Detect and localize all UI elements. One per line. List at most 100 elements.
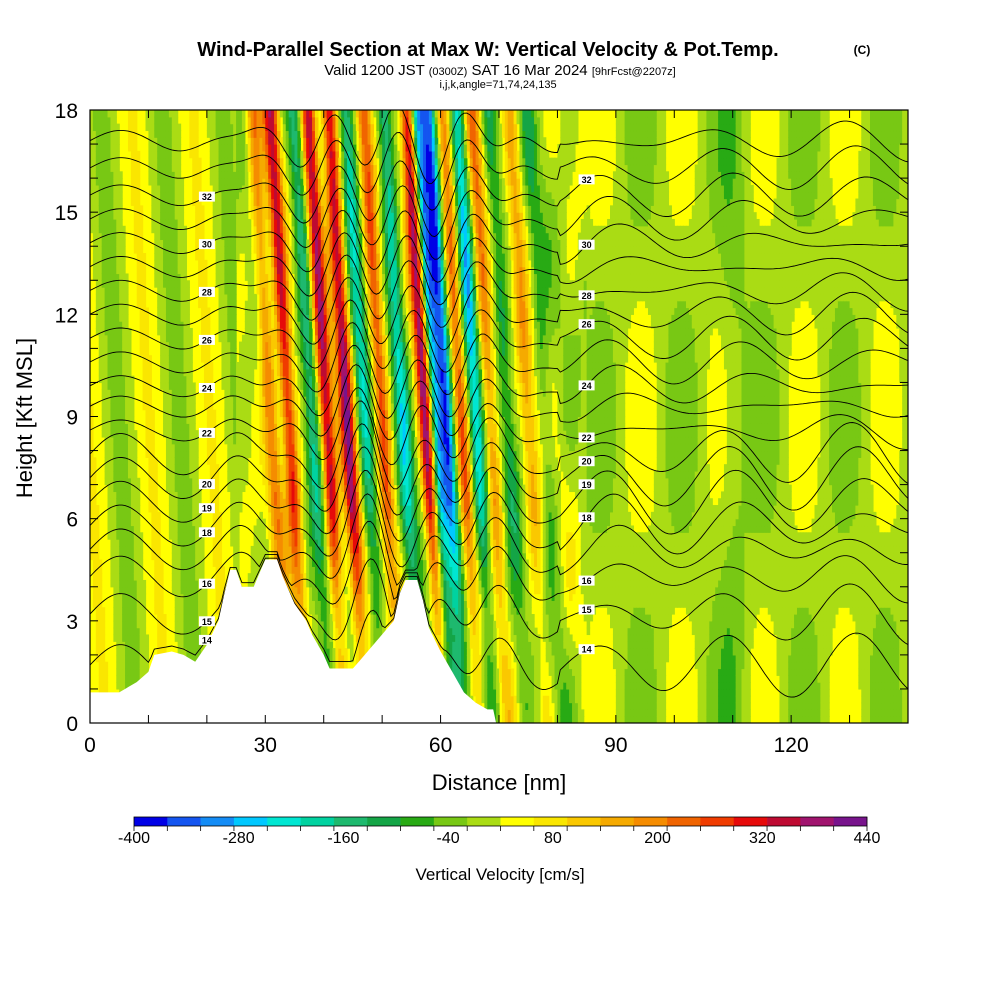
contour-label: 22 (582, 433, 592, 443)
contour-label-bg (198, 616, 215, 627)
x-tick-label: 30 (254, 734, 277, 757)
colorbar-label: 80 (544, 830, 562, 847)
subtitle-utc: (0300Z) (429, 66, 468, 78)
x-tick-label: 90 (604, 734, 627, 757)
colorbar-swatch (600, 817, 635, 826)
contour-label-bg (198, 383, 215, 393)
contour-label-bg (578, 644, 595, 655)
contour-label-bg (198, 239, 215, 250)
contour-label: 32 (582, 175, 592, 185)
theta-contour-line (90, 132, 908, 211)
theta-contour-line (90, 557, 908, 645)
colorbar-label: -40 (437, 830, 460, 847)
theta-contour-line (90, 232, 908, 306)
colorbar-swatch (300, 817, 335, 826)
colorbar-swatch (567, 817, 601, 826)
contour-label-bg (578, 575, 595, 586)
contour-label-bg (578, 456, 595, 467)
colorbar-swatch (167, 817, 201, 826)
theta-contour-line (90, 345, 908, 419)
colorbar: -400 -280 -160 -40 80 200 320 440 (118, 816, 881, 847)
contour-label: 20 (582, 457, 592, 467)
theta-contour-line (90, 277, 908, 351)
colorbar-label: 440 (854, 830, 881, 847)
contour-label: 22 (202, 428, 212, 438)
colorbar-swatch (733, 817, 768, 826)
contour-label-bg (578, 380, 595, 391)
y-tick-label: 0 (66, 713, 78, 736)
theta-contour-line (90, 110, 908, 184)
contour-label-bg (198, 527, 215, 538)
colorbar-swatch (700, 817, 735, 826)
terrain (90, 559, 497, 723)
contour-label: 19 (202, 504, 212, 514)
contour-label-bg (578, 290, 595, 301)
theta-contour-line (90, 387, 908, 466)
contour-label-bg (578, 512, 595, 523)
colorbar-swatch (633, 817, 668, 826)
colorbar-swatch (233, 817, 268, 826)
subtitle-valid: Valid 1200 JST (324, 62, 424, 79)
y-tick-label: 9 (66, 407, 78, 430)
contour-label: 30 (582, 240, 592, 250)
theta-contour-line (90, 185, 908, 260)
contour-label-bg (198, 427, 215, 438)
contour-label: 24 (202, 384, 212, 394)
contour-label: 14 (582, 645, 592, 655)
contour-label-bg (198, 334, 215, 345)
colorbar-swatch (800, 817, 834, 826)
colorbar-swatch (267, 817, 301, 826)
contour-label: 32 (202, 192, 212, 202)
contour-label: 18 (582, 513, 592, 523)
contour-label: 19 (582, 480, 592, 490)
colorbar-swatch (667, 817, 701, 826)
terrain-shape (90, 559, 497, 723)
contour-label-bg (578, 432, 595, 443)
contour-label-bg (198, 578, 215, 589)
theta-contour-line (90, 160, 908, 238)
contour-label: 30 (202, 240, 212, 250)
colorbar-label: 320 (749, 830, 776, 847)
contour-label: 26 (582, 320, 592, 330)
chart-title-mark: (C) (854, 43, 871, 57)
subtitle-date: SAT 16 Mar 2024 (471, 62, 587, 79)
contour-label: 15 (582, 605, 592, 615)
colorbar-swatch (533, 817, 568, 826)
x-tick-label: 60 (429, 734, 452, 757)
colorbar-label: -400 (118, 830, 150, 847)
contour-label-bg (578, 174, 595, 185)
contour-label: 16 (202, 579, 212, 589)
contour-label-bg (198, 191, 215, 202)
contour-label: 28 (582, 291, 592, 301)
contour-label-bg (198, 479, 215, 490)
colorbar-label: -280 (223, 830, 255, 847)
contour-label-bg (578, 604, 595, 615)
colorbar-swatch (367, 817, 401, 826)
y-axis-label: Height [Kft MSL] (12, 338, 37, 498)
colorbar-label: 200 (644, 830, 671, 847)
x-tick-label: 0 (84, 734, 96, 757)
contour-label: 16 (582, 576, 592, 586)
theta-contour-line (90, 446, 908, 542)
contour-label: 26 (202, 335, 212, 345)
contour-label-bg (198, 286, 215, 297)
colorbar-label: -160 (327, 830, 359, 847)
contour-label: 18 (202, 528, 212, 538)
theta-contour-line (90, 322, 908, 395)
chart-subtitle: Valid 1200 JST (0300Z) SAT 16 Mar 2024 [… (324, 62, 676, 79)
subtitle-forecast: [9hrFcst@2207z] (592, 66, 676, 78)
theta-contour-line (90, 299, 908, 373)
colorbar-swatch (833, 817, 868, 826)
theta-contour-line (90, 364, 908, 441)
colorbar-swatch (433, 817, 468, 826)
contour-label: 14 (202, 635, 212, 645)
theta-contour-line (90, 400, 908, 490)
theta-contour-line (90, 493, 908, 586)
chart-indices: i,j,k,angle=71,74,24,135 (439, 79, 556, 91)
y-tick-label: 6 (66, 509, 78, 532)
x-axis-label: Distance [nm] (432, 770, 567, 795)
y-tick-label: 18 (55, 100, 78, 123)
colorbar-swatch (400, 817, 435, 826)
theta-contours (90, 110, 908, 698)
